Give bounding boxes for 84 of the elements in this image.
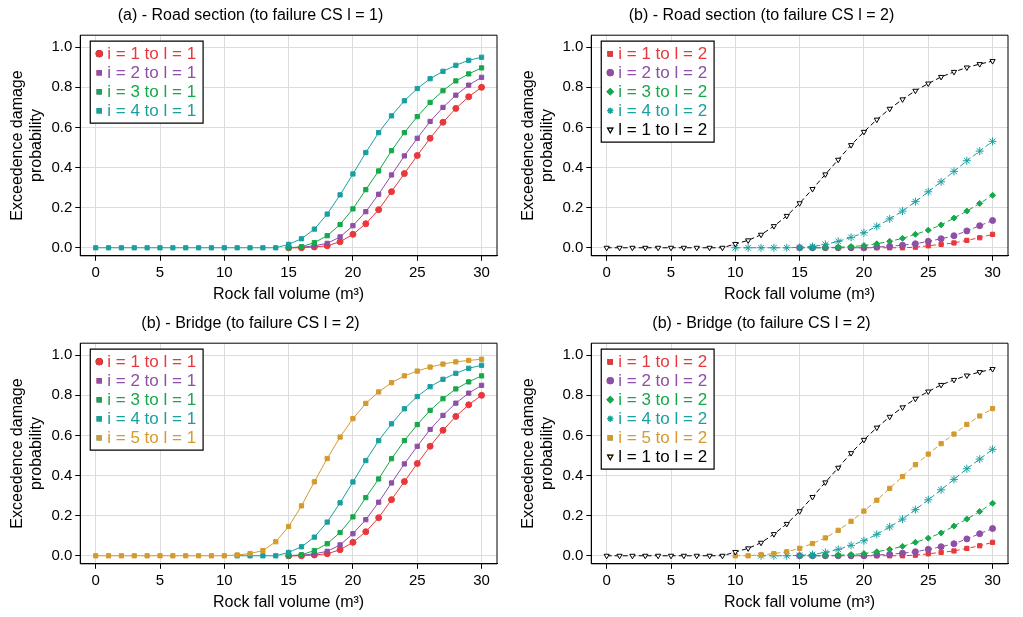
x-tick-label: 0 xyxy=(91,570,100,588)
y-tick-label: 0.6 xyxy=(51,425,73,443)
y-tick-label: 0.4 xyxy=(562,465,584,483)
y-tick-label: 1.0 xyxy=(562,345,584,363)
y-tick-label: 0.8 xyxy=(562,77,584,95)
y-tick-label: 0.4 xyxy=(51,157,73,175)
y-tick-label: 0.0 xyxy=(562,237,584,255)
y-tick-label: 1.0 xyxy=(562,37,584,55)
x-tick-label: 10 xyxy=(726,570,744,588)
legend-label: i = 4 to l = 1 xyxy=(107,409,197,429)
x-tick-label: 25 xyxy=(408,570,426,588)
x-tick-label: 25 xyxy=(919,262,937,280)
legend-label: i = 1 to l = 1 xyxy=(107,44,197,64)
chart-title: (b) - Bridge (to failure CS l = 2) xyxy=(652,314,871,332)
x-tick-label: 20 xyxy=(344,570,362,588)
legend-label: i = 4 to l = 2 xyxy=(618,409,708,429)
y-tick-label: 0.0 xyxy=(51,237,73,255)
y-tick-label: 0.2 xyxy=(562,197,584,215)
x-tick-label: 15 xyxy=(280,570,297,588)
x-tick-label: 20 xyxy=(344,262,362,280)
legend-label: i = 4 to l = 1 xyxy=(107,101,197,121)
y-tick-label: 1.0 xyxy=(51,345,73,363)
y-tick-label: 0.4 xyxy=(562,157,584,175)
y-tick-label: 0.8 xyxy=(51,77,73,95)
legend-label: l = 1 to l = 2 xyxy=(618,447,708,467)
x-axis-title: Rock fall volume (m³) xyxy=(213,284,365,302)
y-tick-label: 0.8 xyxy=(51,385,73,403)
x-tick-label: 5 xyxy=(155,570,165,588)
x-tick-label: 10 xyxy=(215,262,233,280)
chart-title: (b) - Road section (to failure CS l = 2) xyxy=(628,6,895,24)
x-tick-label: 0 xyxy=(91,262,100,280)
legend-label: i = 3 to l = 1 xyxy=(107,82,197,102)
x-tick-label: 15 xyxy=(791,570,808,588)
x-tick-label: 25 xyxy=(919,570,937,588)
x-tick-label: 15 xyxy=(280,262,297,280)
chart-title: (a) - Road section (to failure CS l = 1) xyxy=(117,6,384,24)
x-axis-title: Rock fall volume (m³) xyxy=(213,592,365,610)
x-tick-label: 20 xyxy=(855,570,873,588)
legend-label: i = 3 to l = 1 xyxy=(107,390,197,410)
x-tick-label: 30 xyxy=(473,262,490,280)
y-axis-title: Exceedence damage probability xyxy=(519,70,556,221)
x-tick-label: 10 xyxy=(215,570,233,588)
legend-label: i = 2 to l = 2 xyxy=(618,371,708,391)
x-tick-label: 10 xyxy=(726,262,744,280)
x-tick-label: 0 xyxy=(602,570,611,588)
y-tick-label: 0.0 xyxy=(51,545,73,563)
y-axis-title: Exceedence damage probability xyxy=(8,378,45,529)
y-tick-label: 0.8 xyxy=(562,385,584,403)
y-tick-label: 0.4 xyxy=(51,465,73,483)
legend-label: i = 2 to l = 2 xyxy=(618,63,708,83)
y-tick-label: 0.6 xyxy=(562,117,584,135)
legend-label: l = 1 to l = 2 xyxy=(618,120,708,140)
legend-label: i = 4 to l = 2 xyxy=(618,101,708,121)
y-axis-title: Exceedence damage probability xyxy=(519,378,556,529)
y-tick-label: 0.2 xyxy=(562,505,584,523)
legend-label: i = 3 to l = 2 xyxy=(618,82,708,102)
x-tick-label: 5 xyxy=(666,570,676,588)
y-tick-label: 0.6 xyxy=(562,425,584,443)
legend-label: i = 1 to l = 2 xyxy=(618,44,708,64)
legend-label: i = 5 to l = 1 xyxy=(107,428,197,448)
x-tick-label: 30 xyxy=(473,570,490,588)
x-tick-label: 20 xyxy=(855,262,873,280)
x-tick-label: 5 xyxy=(155,262,165,280)
x-tick-label: 30 xyxy=(984,262,1001,280)
y-tick-label: 0.6 xyxy=(51,117,73,135)
legend-label: i = 1 to l = 2 xyxy=(618,352,708,372)
x-tick-label: 0 xyxy=(602,262,611,280)
legend-label: i = 5 to l = 2 xyxy=(618,428,708,448)
legend-label: i = 3 to l = 2 xyxy=(618,390,708,410)
y-tick-label: 0.2 xyxy=(51,197,73,215)
legend-label: i = 1 to l = 1 xyxy=(107,352,197,372)
x-tick-label: 25 xyxy=(408,262,426,280)
x-tick-label: 5 xyxy=(666,262,676,280)
y-axis-title: Exceedence damage probability xyxy=(8,70,45,221)
x-tick-label: 30 xyxy=(984,570,1001,588)
y-tick-label: 1.0 xyxy=(51,37,73,55)
y-tick-label: 0.0 xyxy=(562,545,584,563)
legend-label: i = 2 to l = 1 xyxy=(107,371,197,391)
chart-title: (b) - Bridge (to failure CS l = 2) xyxy=(141,314,360,332)
x-axis-title: Rock fall volume (m³) xyxy=(724,592,876,610)
y-tick-label: 0.2 xyxy=(51,505,73,523)
x-tick-label: 15 xyxy=(791,262,808,280)
x-axis-title: Rock fall volume (m³) xyxy=(724,284,876,302)
legend-label: i = 2 to l = 1 xyxy=(107,63,197,83)
